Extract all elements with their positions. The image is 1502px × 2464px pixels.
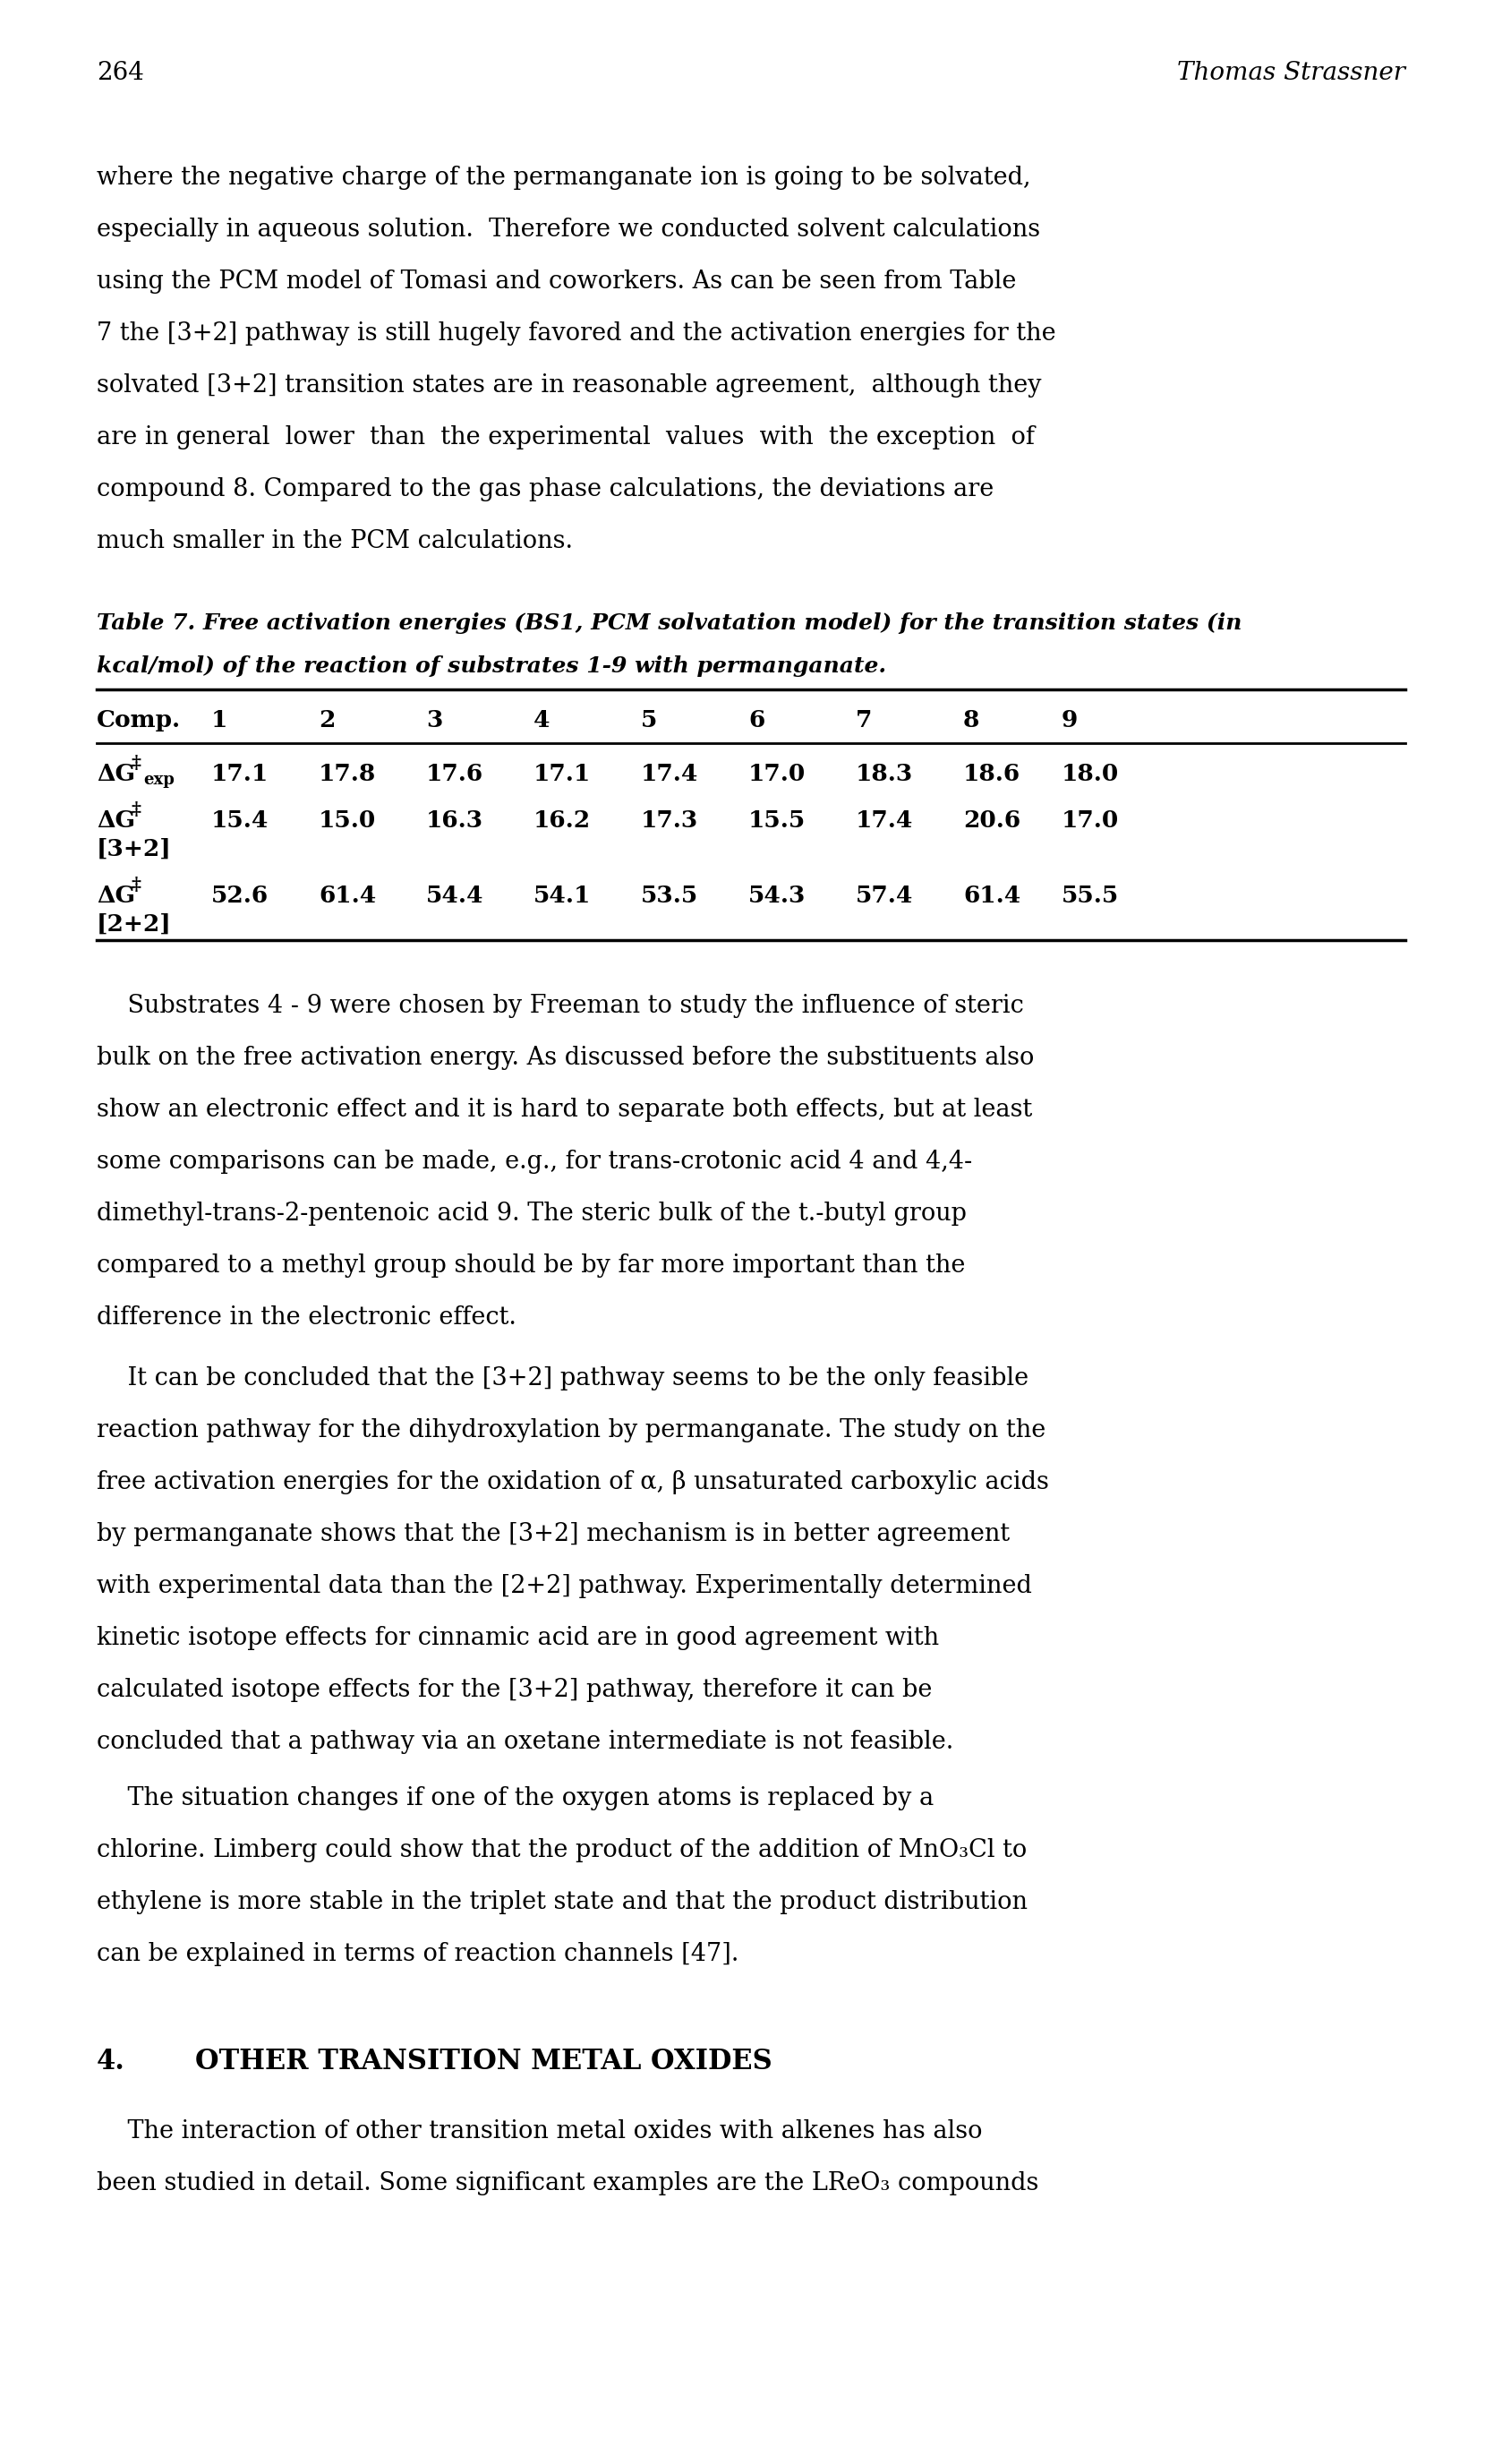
Text: ΔG: ΔG [96,808,135,833]
Text: ‡: ‡ [131,801,141,818]
Text: 5: 5 [641,710,658,732]
Text: 18.3: 18.3 [856,764,913,786]
Text: 17.0: 17.0 [1062,808,1119,833]
Text: 17.3: 17.3 [641,808,698,833]
Text: been studied in detail. Some significant examples are the LReO₃ compounds: been studied in detail. Some significant… [96,2171,1039,2195]
Text: The situation changes if one of the oxygen atoms is replaced by a: The situation changes if one of the oxyg… [96,1786,934,1811]
Text: ethylene is more stable in the triplet state and that the product distribution: ethylene is more stable in the triplet s… [96,1890,1027,1915]
Text: 4.: 4. [96,2048,125,2075]
Text: 17.4: 17.4 [641,764,698,786]
Text: 15.4: 15.4 [212,808,269,833]
Text: 52.6: 52.6 [212,885,269,907]
Text: 1: 1 [212,710,228,732]
Text: 15.0: 15.0 [318,808,376,833]
Text: concluded that a pathway via an oxetane intermediate is not feasible.: concluded that a pathway via an oxetane … [96,1730,954,1754]
Text: 8: 8 [963,710,979,732]
Text: 17.1: 17.1 [533,764,590,786]
Text: 2: 2 [318,710,335,732]
Text: chlorine. Limberg could show that the product of the addition of MnO₃Cl to: chlorine. Limberg could show that the pr… [96,1838,1027,1863]
Text: 54.3: 54.3 [748,885,807,907]
Text: 17.0: 17.0 [748,764,807,786]
Text: some comparisons can be made, e.g., for trans-crotonic acid 4 and 4,4-: some comparisons can be made, e.g., for … [96,1151,972,1173]
Text: free activation energies for the oxidation of α, β unsaturated carboxylic acids: free activation energies for the oxidati… [96,1471,1048,1493]
Text: Table 7. Free activation energies (BS1, PCM solvatation model) for the transitio: Table 7. Free activation energies (BS1, … [96,614,1242,633]
Text: 17.1: 17.1 [212,764,269,786]
Text: 7 the [3+2] pathway is still hugely favored and the activation energies for the: 7 the [3+2] pathway is still hugely favo… [96,320,1056,345]
Text: 61.4: 61.4 [963,885,1021,907]
Text: [2+2]: [2+2] [96,914,171,936]
Text: difference in the electronic effect.: difference in the electronic effect. [96,1306,517,1331]
Text: 16.3: 16.3 [427,808,484,833]
Text: 264: 264 [96,62,144,86]
Text: 55.5: 55.5 [1062,885,1119,907]
Text: with experimental data than the [2+2] pathway. Experimentally determined: with experimental data than the [2+2] pa… [96,1574,1032,1599]
Text: 54.1: 54.1 [533,885,592,907]
Text: 9: 9 [1062,710,1078,732]
Text: 54.4: 54.4 [427,885,484,907]
Text: OTHER TRANSITION METAL OXIDES: OTHER TRANSITION METAL OXIDES [195,2048,772,2075]
Text: solvated [3+2] transition states are in reasonable agreement,  although they: solvated [3+2] transition states are in … [96,375,1041,397]
Text: [3+2]: [3+2] [96,838,171,860]
Text: 16.2: 16.2 [533,808,590,833]
Text: 18.6: 18.6 [963,764,1020,786]
Text: compound 8. Compared to the gas phase calculations, the deviations are: compound 8. Compared to the gas phase ca… [96,478,994,500]
Text: can be explained in terms of reaction channels [47].: can be explained in terms of reaction ch… [96,1942,739,1966]
Text: where the negative charge of the permanganate ion is going to be solvated,: where the negative charge of the permang… [96,165,1030,190]
Text: compared to a methyl group should be by far more important than the: compared to a methyl group should be by … [96,1254,966,1279]
Text: 3: 3 [427,710,443,732]
Text: by permanganate shows that the [3+2] mechanism is in better agreement: by permanganate shows that the [3+2] mec… [96,1523,1009,1547]
Text: reaction pathway for the dihydroxylation by permanganate. The study on the: reaction pathway for the dihydroxylation… [96,1419,1045,1441]
Text: dimethyl-trans-2-pentenoic acid 9. The steric bulk of the t.-butyl group: dimethyl-trans-2-pentenoic acid 9. The s… [96,1202,967,1225]
Text: 57.4: 57.4 [856,885,913,907]
Text: are in general  lower  than  the experimental  values  with  the exception  of: are in general lower than the experiment… [96,426,1035,448]
Text: It can be concluded that the [3+2] pathway seems to be the only feasible: It can be concluded that the [3+2] pathw… [96,1368,1029,1390]
Text: 53.5: 53.5 [641,885,698,907]
Text: Thomas Strassner: Thomas Strassner [1178,62,1406,86]
Text: 61.4: 61.4 [318,885,376,907]
Text: The interaction of other transition metal oxides with alkenes has also: The interaction of other transition meta… [96,2119,982,2144]
Text: especially in aqueous solution.  Therefore we conducted solvent calculations: especially in aqueous solution. Therefor… [96,217,1041,241]
Text: Comp.: Comp. [96,710,180,732]
Text: using the PCM model of Tomasi and coworkers. As can be seen from Table: using the PCM model of Tomasi and cowork… [96,269,1017,293]
Text: 4: 4 [533,710,550,732]
Text: kcal/mol) of the reaction of substrates 1-9 with permanganate.: kcal/mol) of the reaction of substrates … [96,655,886,678]
Text: ‡: ‡ [131,875,141,894]
Text: show an electronic effect and it is hard to separate both effects, but at least: show an electronic effect and it is hard… [96,1096,1032,1121]
Text: ‡: ‡ [131,754,141,771]
Text: 15.5: 15.5 [748,808,807,833]
Text: 7: 7 [856,710,873,732]
Text: ΔG: ΔG [96,885,135,907]
Text: bulk on the free activation energy. As discussed before the substituents also: bulk on the free activation energy. As d… [96,1045,1035,1069]
Text: 17.4: 17.4 [856,808,913,833]
Text: exp: exp [143,771,174,788]
Text: 17.6: 17.6 [427,764,484,786]
Text: 6: 6 [748,710,765,732]
Text: much smaller in the PCM calculations.: much smaller in the PCM calculations. [96,530,572,554]
Text: kinetic isotope effects for cinnamic acid are in good agreement with: kinetic isotope effects for cinnamic aci… [96,1626,939,1651]
Text: 17.8: 17.8 [318,764,376,786]
Text: Substrates 4 - 9 were chosen by Freeman to study the influence of steric: Substrates 4 - 9 were chosen by Freeman … [96,993,1024,1018]
Text: calculated isotope effects for the [3+2] pathway, therefore it can be: calculated isotope effects for the [3+2]… [96,1678,933,1703]
Text: 18.0: 18.0 [1062,764,1119,786]
Text: ΔG: ΔG [96,764,135,786]
Text: 20.6: 20.6 [963,808,1020,833]
